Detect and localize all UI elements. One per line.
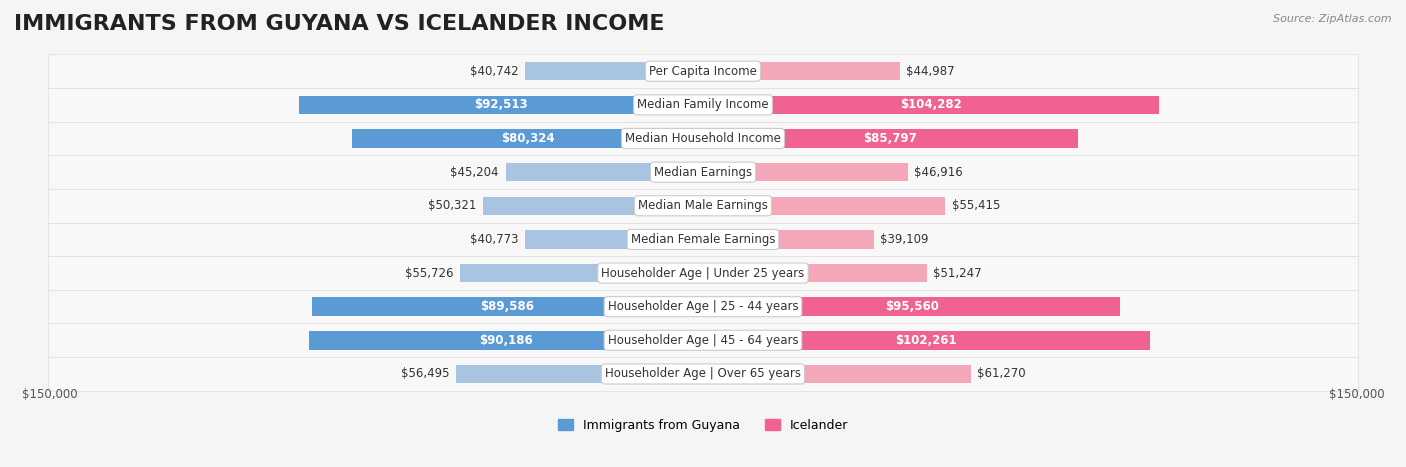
Bar xyxy=(703,331,1150,350)
Text: Median Earnings: Median Earnings xyxy=(654,166,752,179)
Bar xyxy=(524,230,703,248)
FancyBboxPatch shape xyxy=(48,88,1358,122)
FancyBboxPatch shape xyxy=(48,156,1358,189)
Text: $90,186: $90,186 xyxy=(479,334,533,347)
Text: $92,513: $92,513 xyxy=(474,99,527,111)
Bar xyxy=(506,163,703,181)
Text: $104,282: $104,282 xyxy=(900,99,962,111)
Text: $102,261: $102,261 xyxy=(896,334,957,347)
Text: Source: ZipAtlas.com: Source: ZipAtlas.com xyxy=(1274,14,1392,24)
Bar xyxy=(703,96,1159,114)
FancyBboxPatch shape xyxy=(48,357,1358,391)
Text: $80,324: $80,324 xyxy=(501,132,554,145)
Bar xyxy=(299,96,703,114)
Text: Householder Age | 25 - 44 years: Householder Age | 25 - 44 years xyxy=(607,300,799,313)
Text: Median Household Income: Median Household Income xyxy=(626,132,780,145)
Bar xyxy=(524,62,703,80)
FancyBboxPatch shape xyxy=(48,55,1358,88)
Text: IMMIGRANTS FROM GUYANA VS ICELANDER INCOME: IMMIGRANTS FROM GUYANA VS ICELANDER INCO… xyxy=(14,14,665,34)
Text: $39,109: $39,109 xyxy=(880,233,929,246)
Bar xyxy=(703,197,945,215)
Bar xyxy=(703,129,1078,148)
Bar xyxy=(703,163,908,181)
Text: $44,987: $44,987 xyxy=(905,65,955,78)
FancyBboxPatch shape xyxy=(48,290,1358,324)
Text: $55,415: $55,415 xyxy=(952,199,1000,212)
Text: $45,204: $45,204 xyxy=(450,166,499,179)
Text: Per Capita Income: Per Capita Income xyxy=(650,65,756,78)
Bar xyxy=(703,230,875,248)
Text: $150,000: $150,000 xyxy=(1329,388,1385,401)
Text: $55,726: $55,726 xyxy=(405,267,453,280)
FancyBboxPatch shape xyxy=(48,122,1358,156)
Text: $56,495: $56,495 xyxy=(401,368,450,381)
Text: $50,321: $50,321 xyxy=(429,199,477,212)
Text: $89,586: $89,586 xyxy=(481,300,534,313)
Text: Householder Age | Under 25 years: Householder Age | Under 25 years xyxy=(602,267,804,280)
Text: $40,742: $40,742 xyxy=(470,65,519,78)
Bar xyxy=(460,264,703,282)
Bar xyxy=(312,297,703,316)
Bar xyxy=(703,297,1121,316)
Text: $51,247: $51,247 xyxy=(934,267,981,280)
Bar xyxy=(309,331,703,350)
Bar xyxy=(456,365,703,383)
FancyBboxPatch shape xyxy=(48,256,1358,290)
Bar xyxy=(703,365,970,383)
Text: Householder Age | 45 - 64 years: Householder Age | 45 - 64 years xyxy=(607,334,799,347)
FancyBboxPatch shape xyxy=(48,223,1358,256)
Bar xyxy=(352,129,703,148)
Text: $46,916: $46,916 xyxy=(914,166,963,179)
Text: Median Male Earnings: Median Male Earnings xyxy=(638,199,768,212)
Bar xyxy=(703,264,927,282)
Text: Householder Age | Over 65 years: Householder Age | Over 65 years xyxy=(605,368,801,381)
Text: Median Family Income: Median Family Income xyxy=(637,99,769,111)
Text: $85,797: $85,797 xyxy=(863,132,917,145)
Legend: Immigrants from Guyana, Icelander: Immigrants from Guyana, Icelander xyxy=(553,414,853,437)
Bar xyxy=(484,197,703,215)
Text: $150,000: $150,000 xyxy=(21,388,77,401)
Text: Median Female Earnings: Median Female Earnings xyxy=(631,233,775,246)
Text: $61,270: $61,270 xyxy=(977,368,1026,381)
FancyBboxPatch shape xyxy=(48,324,1358,357)
Text: $95,560: $95,560 xyxy=(884,300,939,313)
Text: $40,773: $40,773 xyxy=(470,233,519,246)
FancyBboxPatch shape xyxy=(48,189,1358,223)
Bar xyxy=(703,62,900,80)
